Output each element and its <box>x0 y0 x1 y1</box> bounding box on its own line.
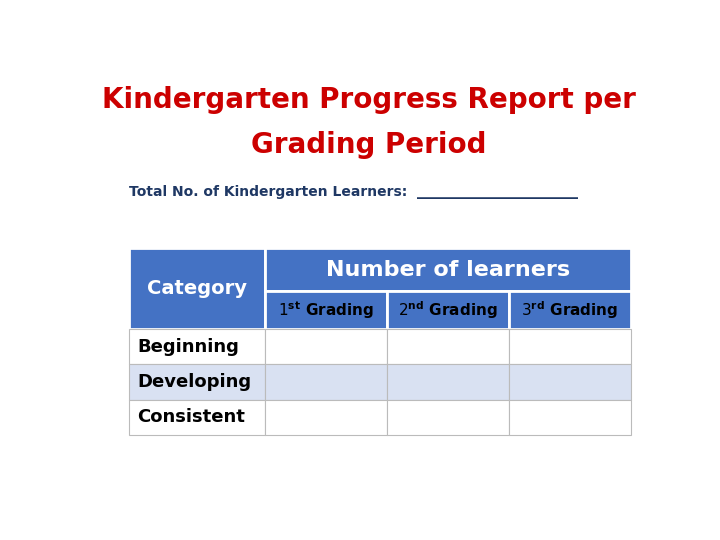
Bar <box>387 400 509 435</box>
Bar <box>129 248 265 329</box>
Bar <box>387 364 509 400</box>
Bar <box>509 400 631 435</box>
Text: Developing: Developing <box>138 373 251 391</box>
Bar <box>387 329 509 364</box>
Bar <box>129 364 265 400</box>
Bar <box>509 292 631 329</box>
Text: Kindergarten Progress Report per: Kindergarten Progress Report per <box>102 85 636 113</box>
Bar <box>265 248 631 292</box>
Bar <box>265 364 387 400</box>
Text: Total No. of Kindergarten Learners:  _______________________: Total No. of Kindergarten Learners: ____… <box>129 185 578 199</box>
Bar <box>129 400 265 435</box>
Text: Grading Period: Grading Period <box>251 131 487 159</box>
Text: Beginning: Beginning <box>138 338 239 355</box>
Bar <box>509 329 631 364</box>
Bar <box>265 400 387 435</box>
Text: $3^{\mathregular{rd}}$ Grading: $3^{\mathregular{rd}}$ Grading <box>521 299 618 321</box>
Bar <box>265 329 387 364</box>
Text: $1^{\mathregular{st}}$ Grading: $1^{\mathregular{st}}$ Grading <box>278 299 374 321</box>
Bar <box>509 364 631 400</box>
Text: Category: Category <box>147 279 247 298</box>
Bar <box>387 292 509 329</box>
Text: $2^{\mathregular{nd}}$ Grading: $2^{\mathregular{nd}}$ Grading <box>398 299 498 321</box>
Bar <box>265 292 387 329</box>
Bar <box>129 329 265 364</box>
Text: Number of learners: Number of learners <box>326 260 570 280</box>
Text: Consistent: Consistent <box>138 408 246 426</box>
